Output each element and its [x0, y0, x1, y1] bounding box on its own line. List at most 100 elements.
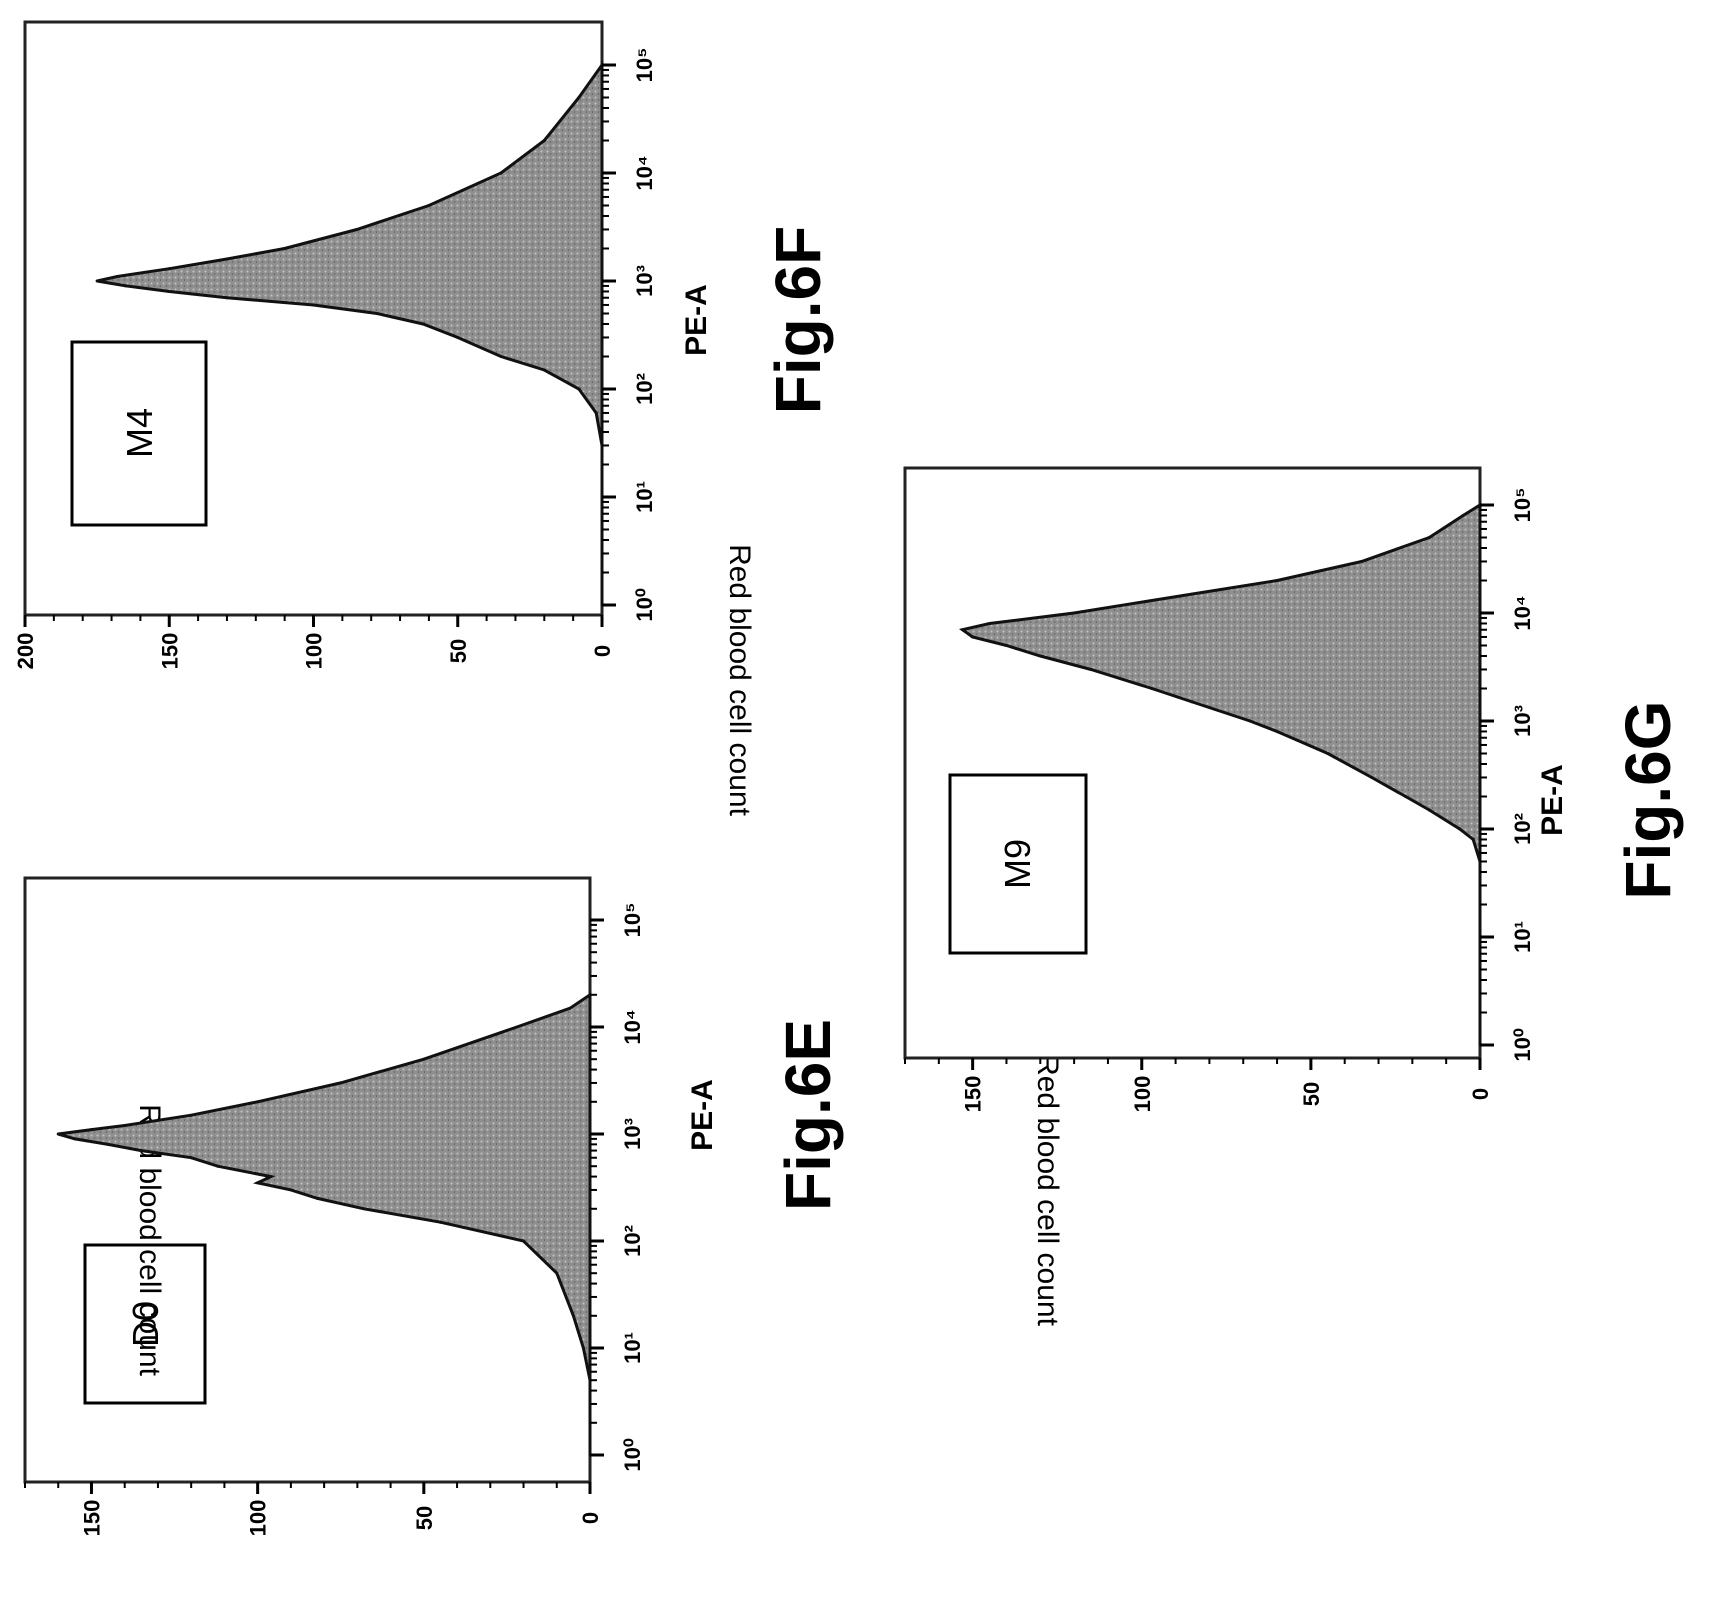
histogram-point [1471, 838, 1475, 841]
histogram-point [577, 96, 581, 99]
histogram-point [312, 303, 315, 307]
histogram-point [167, 290, 171, 293]
histogram-point [971, 635, 975, 639]
histogram-point [438, 1220, 442, 1224]
sample-label: M9 [997, 839, 1038, 889]
histogram-point [256, 1100, 260, 1104]
histogram-point [189, 1113, 193, 1117]
histogram-point [499, 355, 503, 358]
histogram-point [1275, 579, 1279, 582]
histogram-point [522, 1239, 525, 1243]
histogram-point [1248, 719, 1252, 723]
x-tick-label: 10³ [620, 1118, 645, 1150]
x-tick-label: 10¹ [1510, 921, 1535, 953]
x-axis-title: PE-A [686, 1079, 719, 1151]
histogram-point [427, 204, 431, 207]
histogram-area [57, 991, 592, 1455]
x-tick-label: 10¹ [620, 1332, 645, 1364]
histogram-point [555, 1271, 559, 1275]
histogram-point [1427, 808, 1431, 812]
x-tick-label: 10⁰ [1510, 1028, 1535, 1061]
y-tick-label: 50 [1299, 1082, 1324, 1106]
y-tick-label: 100 [246, 1500, 271, 1537]
histogram-point [1191, 700, 1194, 704]
histogram-point [422, 1057, 426, 1061]
histogram-point [1326, 752, 1330, 755]
histogram-point [256, 1181, 260, 1185]
x-tick-label: 10¹ [632, 481, 657, 513]
y-tick-label: 50 [446, 639, 471, 663]
histogram-point [988, 622, 992, 625]
histogram-point [1150, 687, 1154, 690]
histogram-point [90, 1128, 93, 1132]
figure-label: Fig.6F [762, 226, 834, 414]
histogram-point [167, 267, 171, 271]
y-axis-title: Red blood cell count [1031, 1054, 1064, 1327]
y-tick-label: 150 [961, 1076, 986, 1113]
y-tick-label: 100 [1130, 1076, 1155, 1113]
x-tick-label: 10⁴ [632, 155, 657, 190]
histogram-point [225, 296, 229, 300]
histogram-point [56, 1132, 60, 1136]
histogram-point [581, 1346, 585, 1350]
histogram-point [362, 1207, 366, 1211]
histogram-point [571, 1314, 575, 1318]
x-axis-title: PE-A [1536, 764, 1569, 836]
histogram-point [189, 1156, 193, 1160]
sample-label-box [948, 773, 1088, 955]
histogram-point [515, 1025, 519, 1029]
sample-label-box [83, 1243, 207, 1405]
x-tick-label: 10⁵ [632, 48, 657, 83]
histogram-point [269, 1175, 273, 1179]
histogram-point [961, 628, 964, 632]
histogram-point [1461, 514, 1465, 517]
x-tick-label: 10⁵ [1510, 488, 1535, 523]
histogram-point [375, 312, 379, 315]
x-tick-label: 10⁰ [632, 588, 657, 621]
histogram-point [1360, 560, 1364, 563]
x-tick-label: 10² [1510, 813, 1535, 845]
histogram-area [958, 502, 1482, 1045]
histogram-point [95, 279, 99, 283]
x-tick-label: 10⁰ [620, 1438, 645, 1471]
histogram-point [283, 247, 287, 250]
x-tick-label: 10³ [632, 265, 657, 297]
histogram-point [568, 1006, 572, 1010]
y-tick-label: 50 [412, 1506, 437, 1530]
y-tick-label: 100 [302, 633, 327, 670]
histogram-point [1072, 611, 1076, 615]
histogram-panel-d0: Fig.6E PE-A Red blood cell count D0 10⁰1… [23, 876, 844, 1537]
histogram-point [456, 336, 460, 339]
histogram-point [1404, 795, 1408, 798]
x-tick-label: 10² [632, 373, 657, 405]
x-tick-label: 10² [620, 1225, 645, 1257]
histogram-point [1275, 730, 1279, 733]
histogram-point [542, 139, 546, 142]
x-axis-title: PE-A [680, 284, 713, 356]
y-tick-label: 0 [578, 1512, 603, 1524]
histogram-point [355, 228, 359, 231]
sample-label: M4 [119, 408, 160, 458]
y-tick-label: 150 [79, 1500, 104, 1537]
histogram-point [73, 1137, 77, 1141]
y-tick-label: 0 [1468, 1088, 1493, 1100]
histogram-point [1458, 827, 1462, 831]
histogram-point [216, 1164, 220, 1168]
sample-label-box [70, 340, 208, 527]
y-tick-label: 0 [590, 645, 615, 657]
x-tick-label: 10⁴ [1510, 595, 1535, 630]
histogram-point [499, 171, 503, 175]
histogram-point [1038, 654, 1042, 658]
y-tick-label: 200 [13, 633, 38, 670]
histogram-point [106, 1142, 110, 1146]
sample-label: D0 [125, 1301, 166, 1347]
figure-label: Fig.6E [772, 1019, 844, 1211]
histogram-point [123, 1124, 127, 1127]
histogram-point [542, 368, 546, 372]
x-tick-label: 10⁵ [620, 903, 645, 938]
y-axis-title: Red blood cell count [723, 544, 756, 817]
histogram-area [96, 60, 604, 605]
histogram-panel-m9: Fig.6G PE-A Red blood cell count M9 10⁰ 1… [903, 466, 1684, 1327]
histogram-point [1370, 776, 1374, 779]
x-tick-label: 10³ [1510, 705, 1535, 737]
